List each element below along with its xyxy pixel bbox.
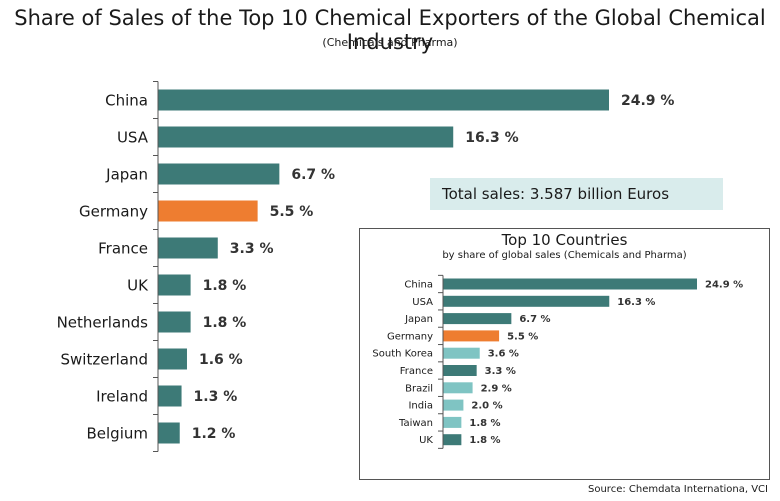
value-label-ireland: 1.3 % bbox=[194, 389, 238, 405]
inset-category-label-uk: UK bbox=[419, 435, 433, 446]
inset-bar-uk bbox=[443, 434, 462, 446]
inset-value-label-india: 2.0 % bbox=[471, 401, 502, 412]
category-label-usa: USA bbox=[117, 128, 149, 146]
inset-bar-germany bbox=[443, 330, 500, 342]
category-label-belgium: Belgium bbox=[87, 424, 149, 442]
value-label-germany: 5.5 % bbox=[270, 204, 314, 220]
inset-category-label-germany: Germany bbox=[387, 331, 433, 342]
inset-bar-usa bbox=[443, 295, 610, 307]
bar-netherlands bbox=[158, 311, 191, 333]
inset-value-label-uk: 1.8 % bbox=[469, 435, 500, 446]
bar-japan bbox=[158, 163, 280, 185]
inset-value-label-japan: 6.7 % bbox=[519, 314, 550, 325]
chart-subtitle: (Chemicals and Pharma) bbox=[322, 36, 458, 49]
value-label-netherlands: 1.8 % bbox=[203, 315, 247, 331]
bar-ireland bbox=[158, 385, 182, 407]
inset-panel bbox=[359, 228, 770, 480]
inset-category-label-usa: USA bbox=[412, 297, 433, 308]
inset-category-label-japan: Japan bbox=[404, 314, 433, 325]
total-sales-box: Total sales: 3.587 billion Euros bbox=[430, 178, 723, 210]
inset-value-label-brazil: 2.9 % bbox=[481, 383, 512, 394]
category-label-germany: Germany bbox=[79, 202, 148, 220]
value-label-france: 3.3 % bbox=[230, 241, 274, 257]
inset-bar-japan bbox=[443, 313, 512, 325]
inset-bar-south-korea bbox=[443, 347, 480, 359]
value-label-uk: 1.8 % bbox=[203, 278, 247, 294]
inset-value-label-taiwan: 1.8 % bbox=[469, 418, 500, 429]
inset-bar-brazil bbox=[443, 382, 473, 394]
inset-subtitle: by share of global sales (Chemicals and … bbox=[442, 250, 687, 261]
bar-germany bbox=[158, 200, 258, 222]
category-label-ireland: Ireland bbox=[96, 387, 148, 405]
inset-value-label-usa: 16.3 % bbox=[617, 297, 655, 308]
category-label-switzerland: Switzerland bbox=[61, 350, 149, 368]
value-label-china: 24.9 % bbox=[621, 93, 674, 109]
inset-bar-taiwan bbox=[443, 416, 462, 428]
value-label-switzerland: 1.6 % bbox=[199, 352, 243, 368]
inset-value-label-china: 24.9 % bbox=[705, 280, 743, 291]
category-label-china: China bbox=[105, 91, 148, 109]
category-label-japan: Japan bbox=[105, 165, 148, 183]
inset-category-label-india: India bbox=[408, 401, 433, 412]
value-label-usa: 16.3 % bbox=[465, 130, 518, 146]
bar-uk bbox=[158, 274, 191, 296]
inset-bar-france bbox=[443, 365, 477, 376]
inset-category-label-south-korea: South Korea bbox=[372, 349, 433, 360]
inset-category-label-china: China bbox=[404, 280, 433, 291]
bar-china bbox=[158, 89, 609, 111]
inset-category-label-brazil: Brazil bbox=[405, 383, 433, 394]
bar-belgium bbox=[158, 422, 180, 444]
inset-value-label-germany: 5.5 % bbox=[507, 331, 538, 342]
category-label-france: France bbox=[98, 239, 148, 257]
bar-switzerland bbox=[158, 348, 187, 370]
inset-value-label-france: 3.3 % bbox=[485, 366, 516, 377]
category-label-uk: UK bbox=[127, 276, 149, 294]
chart-title: Share of Sales of the Top 10 Chemical Ex… bbox=[14, 6, 766, 54]
inset-bar-india bbox=[443, 399, 464, 411]
inset-title: Top 10 Countries bbox=[501, 231, 628, 249]
category-label-netherlands: Netherlands bbox=[57, 313, 149, 331]
source-note: Source: Chemdata Internationa, VCI bbox=[588, 484, 768, 495]
value-label-japan: 6.7 % bbox=[291, 167, 335, 183]
value-label-belgium: 1.2 % bbox=[192, 426, 236, 442]
bar-usa bbox=[158, 126, 454, 148]
inset-category-label-france: France bbox=[400, 366, 433, 377]
inset-category-label-taiwan: Taiwan bbox=[398, 418, 433, 429]
inset-bar-china bbox=[443, 278, 697, 290]
bar-france bbox=[158, 237, 218, 259]
inset-value-label-south-korea: 3.6 % bbox=[488, 349, 519, 360]
